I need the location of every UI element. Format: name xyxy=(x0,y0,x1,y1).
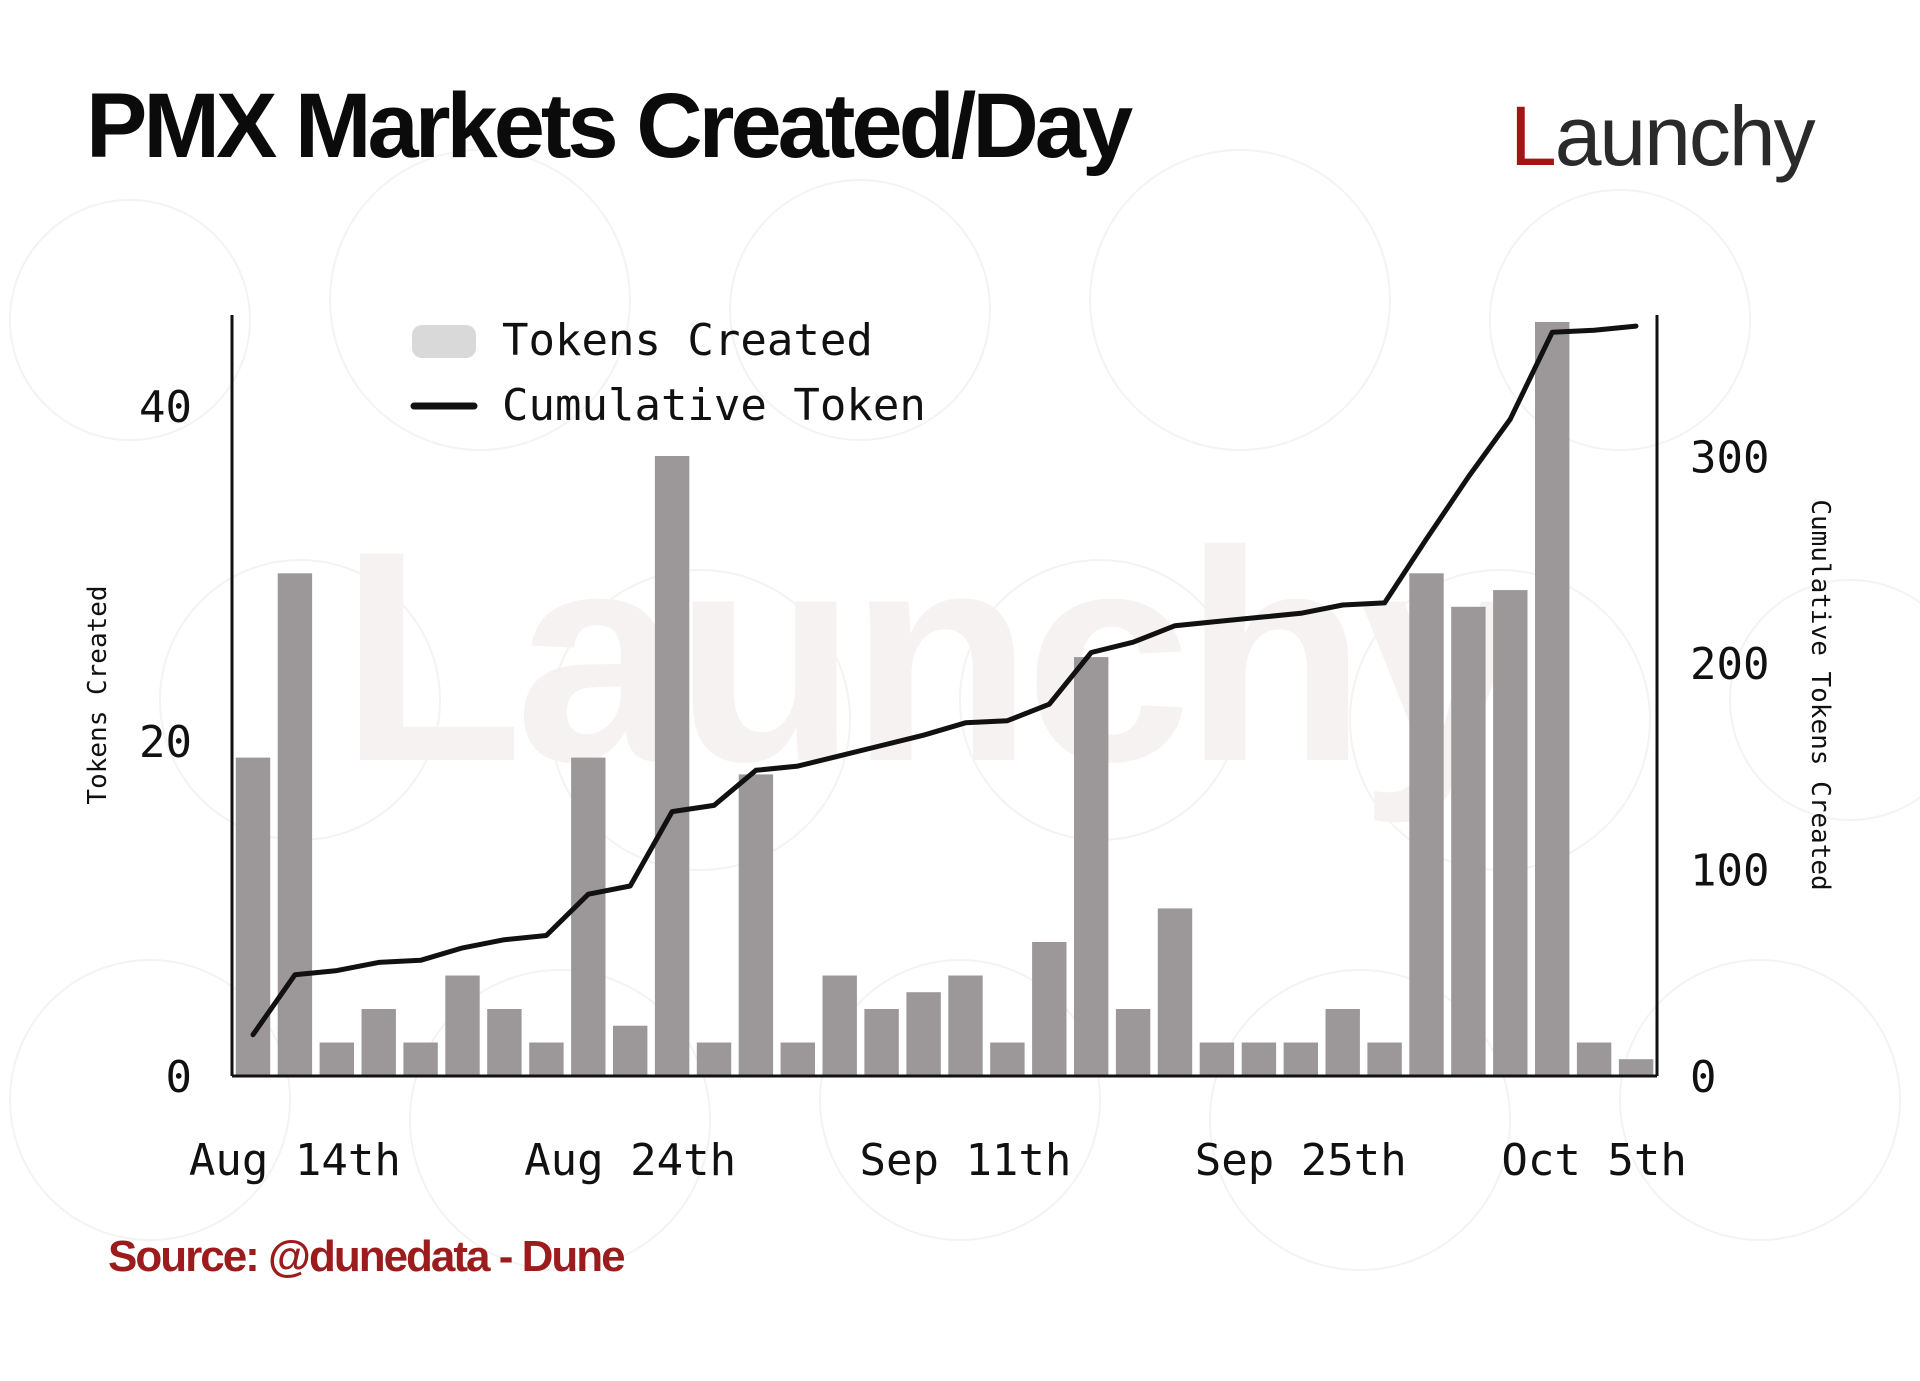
legend-line-label: Cumulative Token xyxy=(502,380,926,431)
brand-initial: L xyxy=(1510,89,1557,183)
bar-14 xyxy=(822,975,857,1076)
bar-19 xyxy=(1032,942,1067,1076)
bar-26 xyxy=(1325,1009,1360,1076)
right-tick-200: 200 xyxy=(1690,639,1769,690)
bar-11 xyxy=(696,1042,732,1076)
bar-12 xyxy=(738,774,774,1076)
bar-23 xyxy=(1199,1042,1235,1076)
bar-32 xyxy=(1576,1042,1612,1076)
left-tick-0: 0 xyxy=(166,1052,193,1103)
bar-15 xyxy=(864,1009,899,1076)
right-tick-300: 300 xyxy=(1690,432,1769,483)
x-tick-4: Oct 5th xyxy=(1501,1135,1686,1186)
bar-9 xyxy=(613,1025,648,1076)
left-tick-20: 20 xyxy=(139,717,192,768)
bars-group xyxy=(235,322,1654,1076)
bar-5 xyxy=(445,975,480,1076)
right-tick-100: 100 xyxy=(1690,845,1769,896)
cumulative-line xyxy=(250,323,1639,1038)
brand-logo: Launchy xyxy=(1470,80,1850,190)
x-tick-1: Aug 24th xyxy=(524,1135,736,1186)
bar-21 xyxy=(1115,1009,1151,1076)
bar-30 xyxy=(1493,590,1528,1076)
left-tick-40: 40 xyxy=(139,382,192,433)
bar-0 xyxy=(235,757,271,1076)
bar-24 xyxy=(1241,1042,1277,1076)
bar-28 xyxy=(1409,573,1444,1076)
brand-wordmark: Launchy xyxy=(1510,88,1816,185)
left-axis-label: Tokens Created xyxy=(83,585,113,804)
left-tick-labels: 0 20 40 xyxy=(139,382,192,1103)
right-tick-0: 0 xyxy=(1690,1052,1717,1103)
bar-25 xyxy=(1283,1042,1318,1076)
page-title: PMX Markets Created/Day xyxy=(86,75,1133,177)
brand-rest: aunchy xyxy=(1554,89,1816,183)
bar-17 xyxy=(948,975,983,1076)
bar-2 xyxy=(319,1042,354,1076)
bar-4 xyxy=(403,1042,438,1076)
x-tick-2: Sep 11th xyxy=(859,1135,1071,1186)
bar-18 xyxy=(990,1042,1025,1076)
bar-16 xyxy=(906,992,941,1076)
bar-13 xyxy=(780,1042,815,1076)
bar-8 xyxy=(571,757,606,1076)
right-tick-labels: 0 100 200 300 xyxy=(1690,432,1769,1103)
x-tick-3: Sep 25th xyxy=(1195,1135,1407,1186)
x-tick-labels: Aug 14th Aug 24th Sep 11th Sep 25th Oct 5th xyxy=(189,1135,1687,1186)
bar-27 xyxy=(1367,1042,1402,1076)
legend-bar-label: Tokens Created xyxy=(502,315,873,366)
legend-bar-swatch xyxy=(412,325,476,358)
source-credit: Source: @dunedata - Dune xyxy=(108,1232,626,1281)
bar-1 xyxy=(277,573,313,1076)
right-axis-label: Cumulative Tokens Created xyxy=(1805,499,1835,890)
bar-31 xyxy=(1535,322,1570,1076)
bar-29 xyxy=(1451,606,1486,1076)
bar-10 xyxy=(654,456,690,1076)
svg-text:Launchy: Launchy xyxy=(340,488,1527,826)
bar-22 xyxy=(1157,908,1193,1076)
bar-20 xyxy=(1074,657,1109,1076)
bar-3 xyxy=(361,1009,396,1076)
x-tick-0: Aug 14th xyxy=(189,1135,401,1186)
bar-7 xyxy=(529,1042,564,1076)
bar-6 xyxy=(487,1009,522,1076)
legend: Tokens Created Cumulative Token xyxy=(410,315,926,431)
bar-33 xyxy=(1618,1059,1654,1076)
